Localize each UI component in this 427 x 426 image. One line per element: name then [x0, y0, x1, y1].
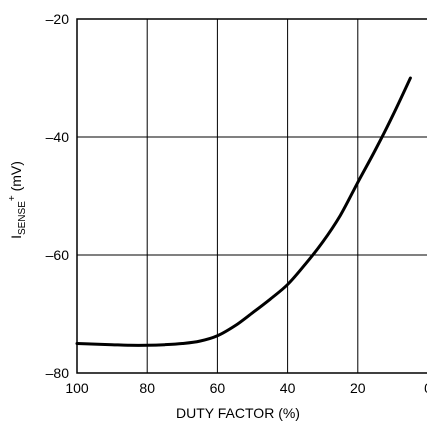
- y-axis-title-main: I: [8, 235, 24, 239]
- x-tick-label: 20: [350, 380, 366, 396]
- x-tick-label: 60: [210, 380, 226, 396]
- y-axis-title-superscript: +: [7, 195, 18, 201]
- x-tick-label: 40: [280, 380, 296, 396]
- data-series-line: [75, 76, 412, 347]
- y-axis-title-subscript: SENSE: [17, 201, 28, 235]
- tick-labels: 100 80 60 40 20 0 –20 –40 –60 –80: [46, 11, 427, 396]
- y-tick-label: –20: [46, 11, 70, 27]
- x-tick-label: 80: [139, 380, 155, 396]
- y-tick-label: –40: [46, 129, 70, 145]
- plot-frame: [76, 18, 427, 374]
- y-axis-title-unit: (mV): [8, 161, 24, 195]
- x-tick-label: 100: [65, 380, 89, 396]
- grid-lines: [76, 18, 427, 374]
- y-axis-title: ISENSE+ (mV): [7, 161, 28, 239]
- x-tick-label: 0: [424, 380, 427, 396]
- y-tick-label: –60: [46, 247, 70, 263]
- y-tick-label: –80: [46, 365, 70, 381]
- x-axis-title: DUTY FACTOR (%): [176, 405, 300, 421]
